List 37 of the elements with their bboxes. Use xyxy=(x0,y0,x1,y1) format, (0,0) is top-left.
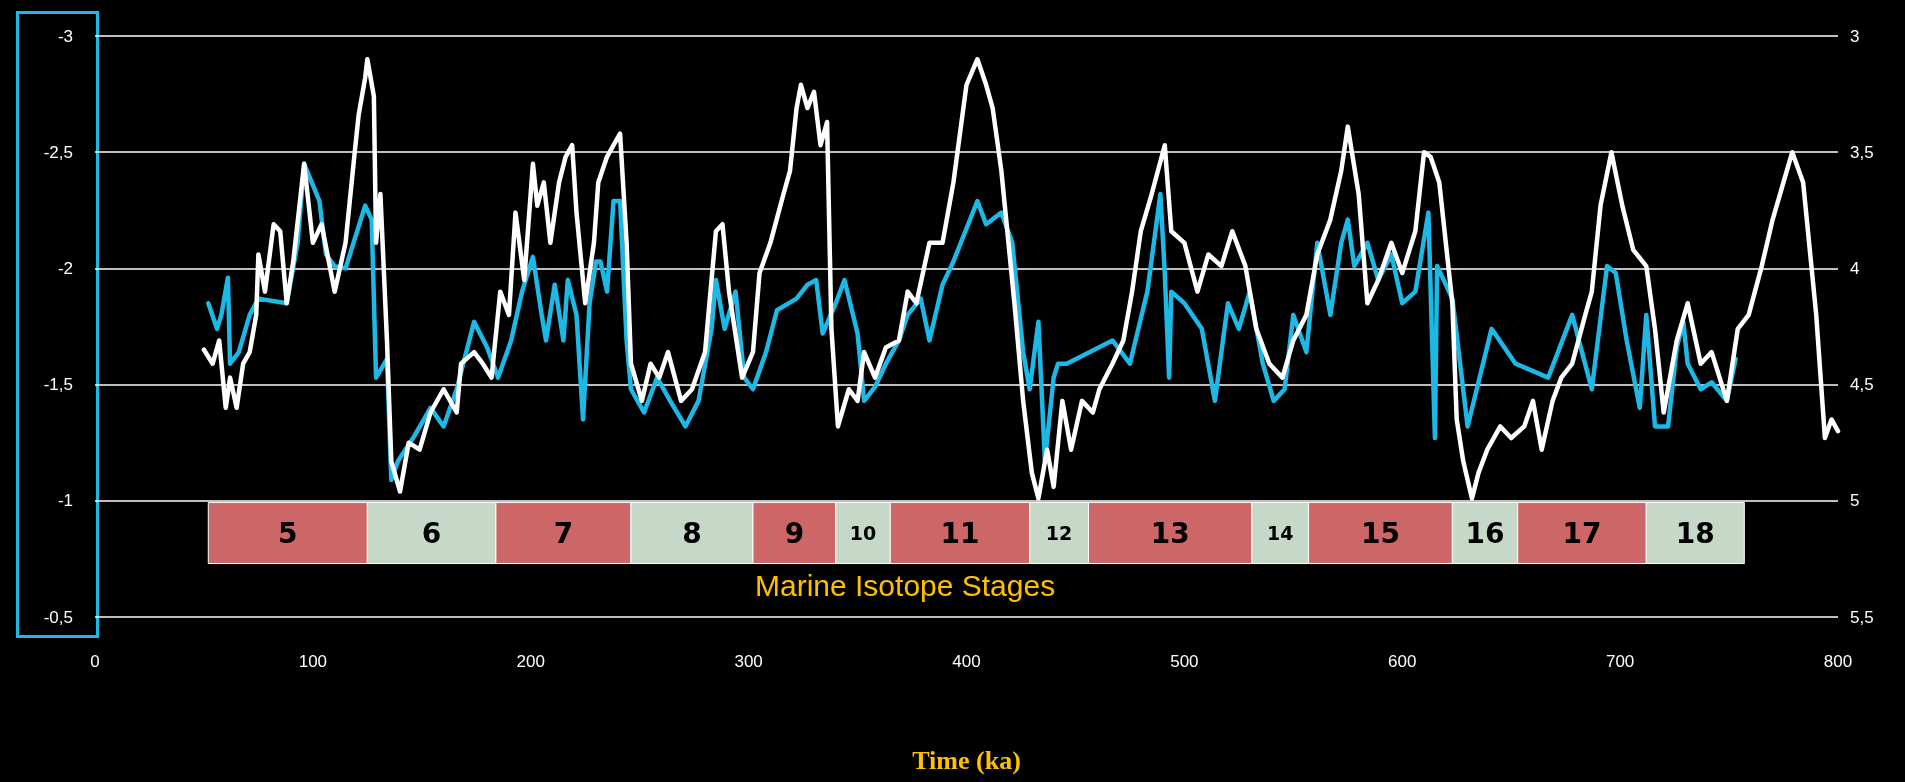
x-tick-label: 0 xyxy=(90,652,100,671)
band-label: 12 xyxy=(1045,522,1073,545)
band-label: 6 xyxy=(421,516,442,550)
band-label: 13 xyxy=(1150,516,1190,550)
y-tick-label: -1 xyxy=(57,491,73,511)
x-tick-label: 200 xyxy=(516,652,545,671)
y-tick-label: -3 xyxy=(57,26,73,46)
x-tick-label: 800 xyxy=(1823,652,1853,671)
x-tick-label: 600 xyxy=(1388,652,1417,671)
x-tick-label: 700 xyxy=(1605,652,1635,671)
y2-tick-label: 5,5 xyxy=(1850,607,1874,627)
y2-tick-label: 4 xyxy=(1850,258,1860,278)
x-tick-label: 300 xyxy=(734,652,763,671)
x-tick-label: 500 xyxy=(1170,652,1199,671)
band-label: 9 xyxy=(784,516,805,550)
y2-tick-label: 4,5 xyxy=(1850,375,1874,395)
band-label: 5 xyxy=(278,516,298,550)
band-label: 16 xyxy=(1465,516,1505,550)
band-label: 7 xyxy=(553,516,574,550)
band-label: 17 xyxy=(1562,516,1602,550)
y2-tick-label: 3,5 xyxy=(1850,142,1874,162)
band-label: 10 xyxy=(849,522,877,545)
band-label: 14 xyxy=(1267,522,1294,545)
band-label: 11 xyxy=(940,516,980,550)
band-label: 18 xyxy=(1675,516,1715,550)
band-label: 15 xyxy=(1360,516,1400,550)
y-tick-label: -1,5 xyxy=(43,375,73,395)
x-axis-title: Time (ka) xyxy=(912,745,1021,775)
y-tick-label: -2,5 xyxy=(43,142,73,162)
annotation: Marine Isotope Stages xyxy=(755,568,1056,602)
y2-tick-label: 5 xyxy=(1850,491,1860,511)
x-tick-label: 400 xyxy=(952,652,981,671)
x-tick-label: 100 xyxy=(298,652,328,671)
y2-tick-label: 3 xyxy=(1850,26,1860,46)
y-tick-label: -2 xyxy=(57,258,73,278)
y-tick-label: -0,5 xyxy=(43,607,73,627)
band-label: 8 xyxy=(682,516,702,550)
